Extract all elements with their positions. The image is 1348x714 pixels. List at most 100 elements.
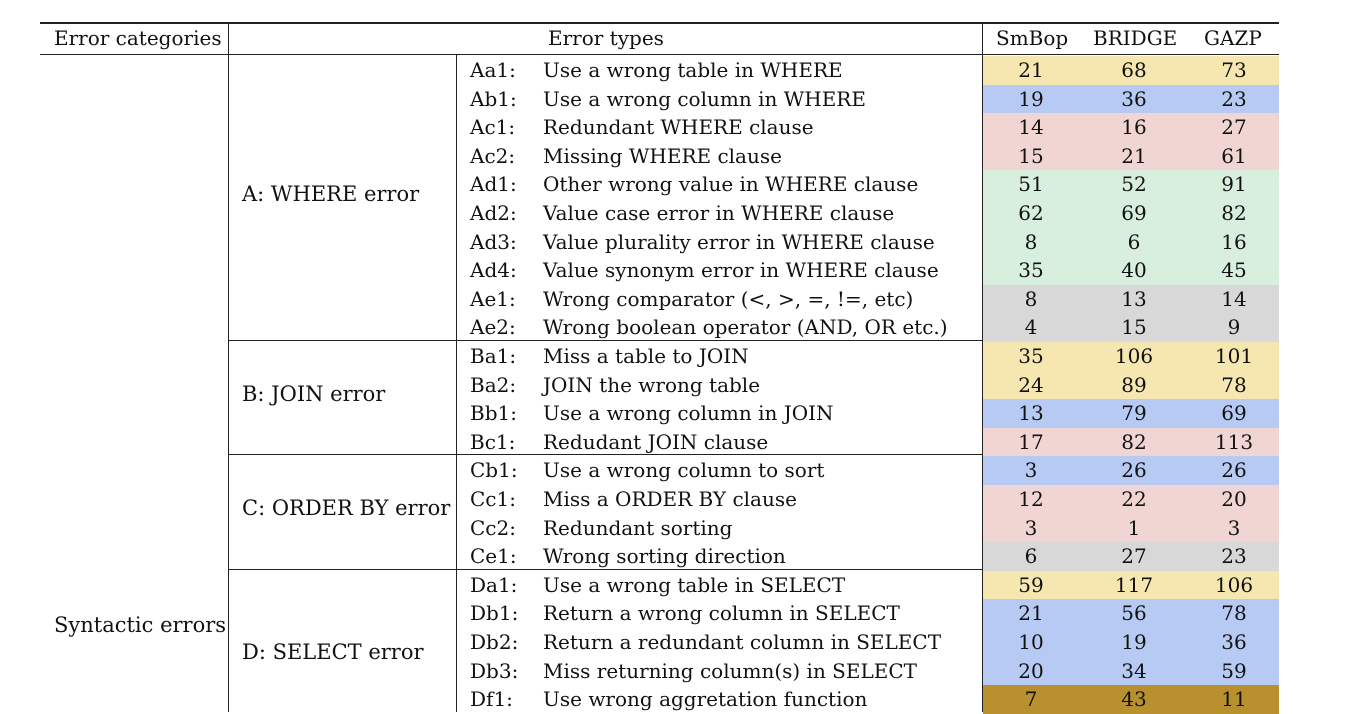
value-smbop: 24 <box>1018 372 1044 397</box>
row-highlight <box>983 342 1279 372</box>
value-gazp: 101 <box>1214 344 1254 368</box>
row-highlight <box>983 456 1279 486</box>
value-gazp: 20 <box>1221 487 1247 511</box>
error-description: Other wrong value in WHERE clause <box>543 172 919 197</box>
error-description: Use a wrong column in JOIN <box>543 401 834 426</box>
error-description: Use a wrong table in WHERE <box>543 58 843 82</box>
value-smbop: 35 <box>1018 258 1044 283</box>
error-code: Db1: <box>470 601 519 626</box>
value-gazp: 11 <box>1221 687 1247 712</box>
value-smbop: 14 <box>1018 115 1044 140</box>
error-description: Missing WHERE clause <box>543 143 782 168</box>
value-smbop: 35 <box>1018 344 1044 368</box>
error-description: Use wrong aggretation function <box>543 687 868 712</box>
value-gazp: 91 <box>1221 172 1247 197</box>
value-bridge: 43 <box>1121 687 1147 712</box>
value-bridge: 6 <box>1127 229 1141 254</box>
value-gazp: 82 <box>1221 201 1247 225</box>
value-bridge: 21 <box>1121 143 1147 168</box>
error-description: Redudant JOIN clause <box>543 429 769 454</box>
error-description: JOIN the wrong table <box>543 372 761 397</box>
row-highlight <box>983 313 1279 343</box>
error-code: Ad2: <box>470 201 517 225</box>
error-description: Value plurality error in WHERE clause <box>543 229 935 254</box>
value-gazp: 45 <box>1221 258 1247 283</box>
error-description: Wrong sorting direction <box>543 544 786 569</box>
value-smbop: 21 <box>1018 58 1044 82</box>
value-gazp: 9 <box>1227 315 1241 340</box>
error-code: Db2: <box>470 630 519 654</box>
value-gazp: 36 <box>1221 630 1247 654</box>
value-gazp: 26 <box>1221 458 1247 483</box>
error-description: Wrong comparator (<, >, =, !=, etc) <box>543 286 914 311</box>
row-highlight <box>983 485 1279 515</box>
header-error-types: Error types <box>548 26 664 50</box>
error-description: Miss returning column(s) in SELECT <box>543 658 918 683</box>
header-smbop: SmBop <box>996 26 1069 50</box>
row-highlight <box>983 199 1279 229</box>
value-bridge: 36 <box>1121 86 1147 111</box>
error-code: Ae1: <box>470 286 516 311</box>
error-description: Use a wrong table in SELECT <box>543 572 846 597</box>
error-description: Return a redundant column in SELECT <box>543 630 942 654</box>
error-code: Bb1: <box>470 401 517 426</box>
value-smbop: 19 <box>1018 86 1044 111</box>
value-bridge: 69 <box>1121 201 1147 225</box>
value-smbop: 20 <box>1018 658 1044 683</box>
value-smbop: 4 <box>1024 315 1038 340</box>
row-highlight <box>983 141 1279 171</box>
value-gazp: 69 <box>1221 401 1247 426</box>
value-gazp: 78 <box>1221 372 1247 397</box>
value-smbop: 13 <box>1018 401 1044 426</box>
error-description: Wrong boolean operator (AND, OR etc.) <box>543 315 948 340</box>
row-highlight <box>983 256 1279 286</box>
error-code: Ad3: <box>470 229 517 254</box>
header-gazp: GAZP <box>1204 26 1262 50</box>
row-highlight <box>983 227 1279 257</box>
value-bridge: 52 <box>1121 172 1147 197</box>
row-highlight <box>983 656 1279 686</box>
error-description: Use a wrong column in WHERE <box>543 86 866 111</box>
error-description: Return a wrong column in SELECT <box>543 601 900 626</box>
error-code: Df1: <box>470 687 513 712</box>
value-bridge: 79 <box>1121 401 1147 426</box>
value-smbop: 6 <box>1024 544 1038 569</box>
value-smbop: 62 <box>1018 201 1044 225</box>
error-code: Ad1: <box>470 172 517 197</box>
value-smbop: 3 <box>1024 515 1038 540</box>
value-bridge: 56 <box>1121 601 1147 626</box>
row-highlight <box>983 513 1279 543</box>
column-divider-values <box>982 22 983 712</box>
error-code: Ac1: <box>470 115 516 140</box>
error-code: Ad4: <box>470 258 517 283</box>
top-rule <box>40 22 1279 24</box>
row-highlight <box>983 113 1279 143</box>
row-highlight <box>983 599 1279 629</box>
row-highlight <box>983 570 1279 600</box>
row-highlight <box>983 628 1279 658</box>
value-bridge: 34 <box>1121 658 1147 683</box>
category-syntactic-errors: Syntactic errors <box>54 613 227 637</box>
value-bridge: 82 <box>1121 429 1147 454</box>
value-smbop: 21 <box>1018 601 1044 626</box>
error-description: Use a wrong column to sort <box>543 458 825 483</box>
group-divider-a-b <box>228 340 982 341</box>
error-code: Cb1: <box>470 458 518 483</box>
value-bridge: 27 <box>1121 544 1147 569</box>
error-description: Miss a ORDER BY clause <box>543 487 797 511</box>
value-bridge: 1 <box>1127 515 1141 540</box>
error-code: Ab1: <box>470 86 517 111</box>
value-smbop: 59 <box>1018 572 1044 597</box>
row-highlight <box>983 685 1279 714</box>
row-highlight <box>983 56 1279 86</box>
value-smbop: 7 <box>1024 687 1038 712</box>
value-smbop: 17 <box>1018 429 1044 454</box>
error-analysis-table: Error categories Error types SmBop BRIDG… <box>40 22 1279 714</box>
error-code: Bc1: <box>470 429 516 454</box>
value-gazp: 106 <box>1214 572 1254 597</box>
error-code: Aa1: <box>470 58 516 82</box>
error-description: Redundant WHERE clause <box>543 115 814 140</box>
error-code: Ba2: <box>470 372 517 397</box>
header-bridge: BRIDGE <box>1093 26 1178 50</box>
error-code: Db3: <box>470 658 519 683</box>
